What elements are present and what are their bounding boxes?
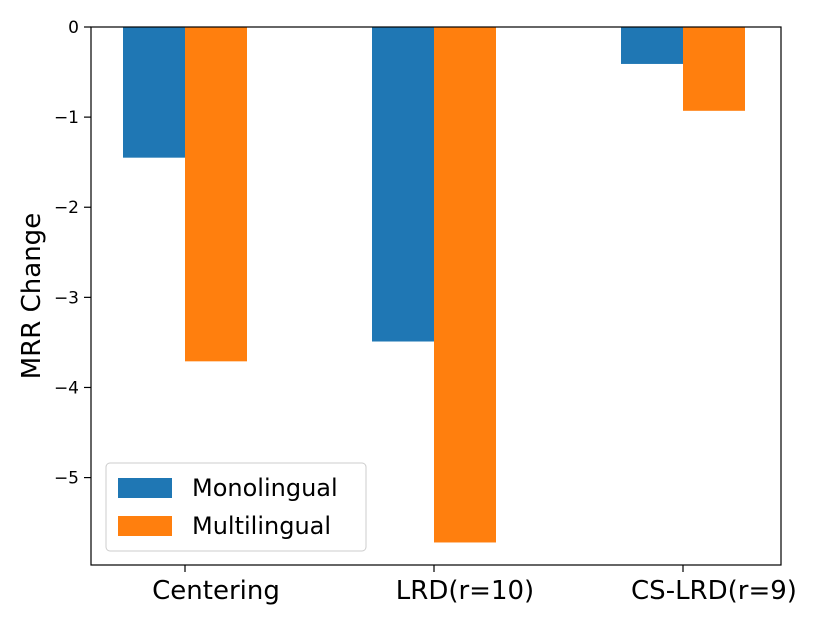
x-tick-label: LRD(r=10) (396, 576, 534, 606)
legend-label-monolingual: Monolingual (192, 474, 338, 502)
y-tick-label: −2 (54, 198, 79, 218)
y-axis: 0 −1 −2 −3 −4 −5 (54, 18, 91, 489)
bar-multilingual-1 (434, 27, 496, 543)
y-axis-title: MRR Change (17, 213, 47, 379)
y-tick-label: −5 (54, 469, 79, 489)
y-tick-label: 0 (68, 18, 79, 38)
plot-frame (90, 26, 782, 566)
legend-label-multilingual: Multilingual (192, 512, 331, 540)
legend: Monolingual Multilingual (105, 462, 367, 552)
bar-multilingual-2 (683, 27, 745, 111)
bar-monolingual-1 (372, 27, 434, 342)
bar-monolingual-0 (123, 27, 185, 158)
y-tick-label: −4 (54, 378, 79, 398)
legend-swatch-multilingual (118, 516, 172, 536)
x-tick-label: CS-LRD(r=9) (631, 576, 797, 606)
bar-monolingual-2 (621, 27, 683, 64)
bar-multilingual-0 (185, 27, 247, 362)
x-tick-label: Centering (152, 576, 280, 606)
bars-group (123, 27, 745, 543)
x-axis: Centering LRD(r=10) CS-LRD(r=9) (152, 565, 797, 606)
legend-swatch-monolingual (118, 478, 172, 498)
y-tick-label: −1 (54, 108, 79, 128)
y-tick-label: −3 (54, 288, 79, 308)
